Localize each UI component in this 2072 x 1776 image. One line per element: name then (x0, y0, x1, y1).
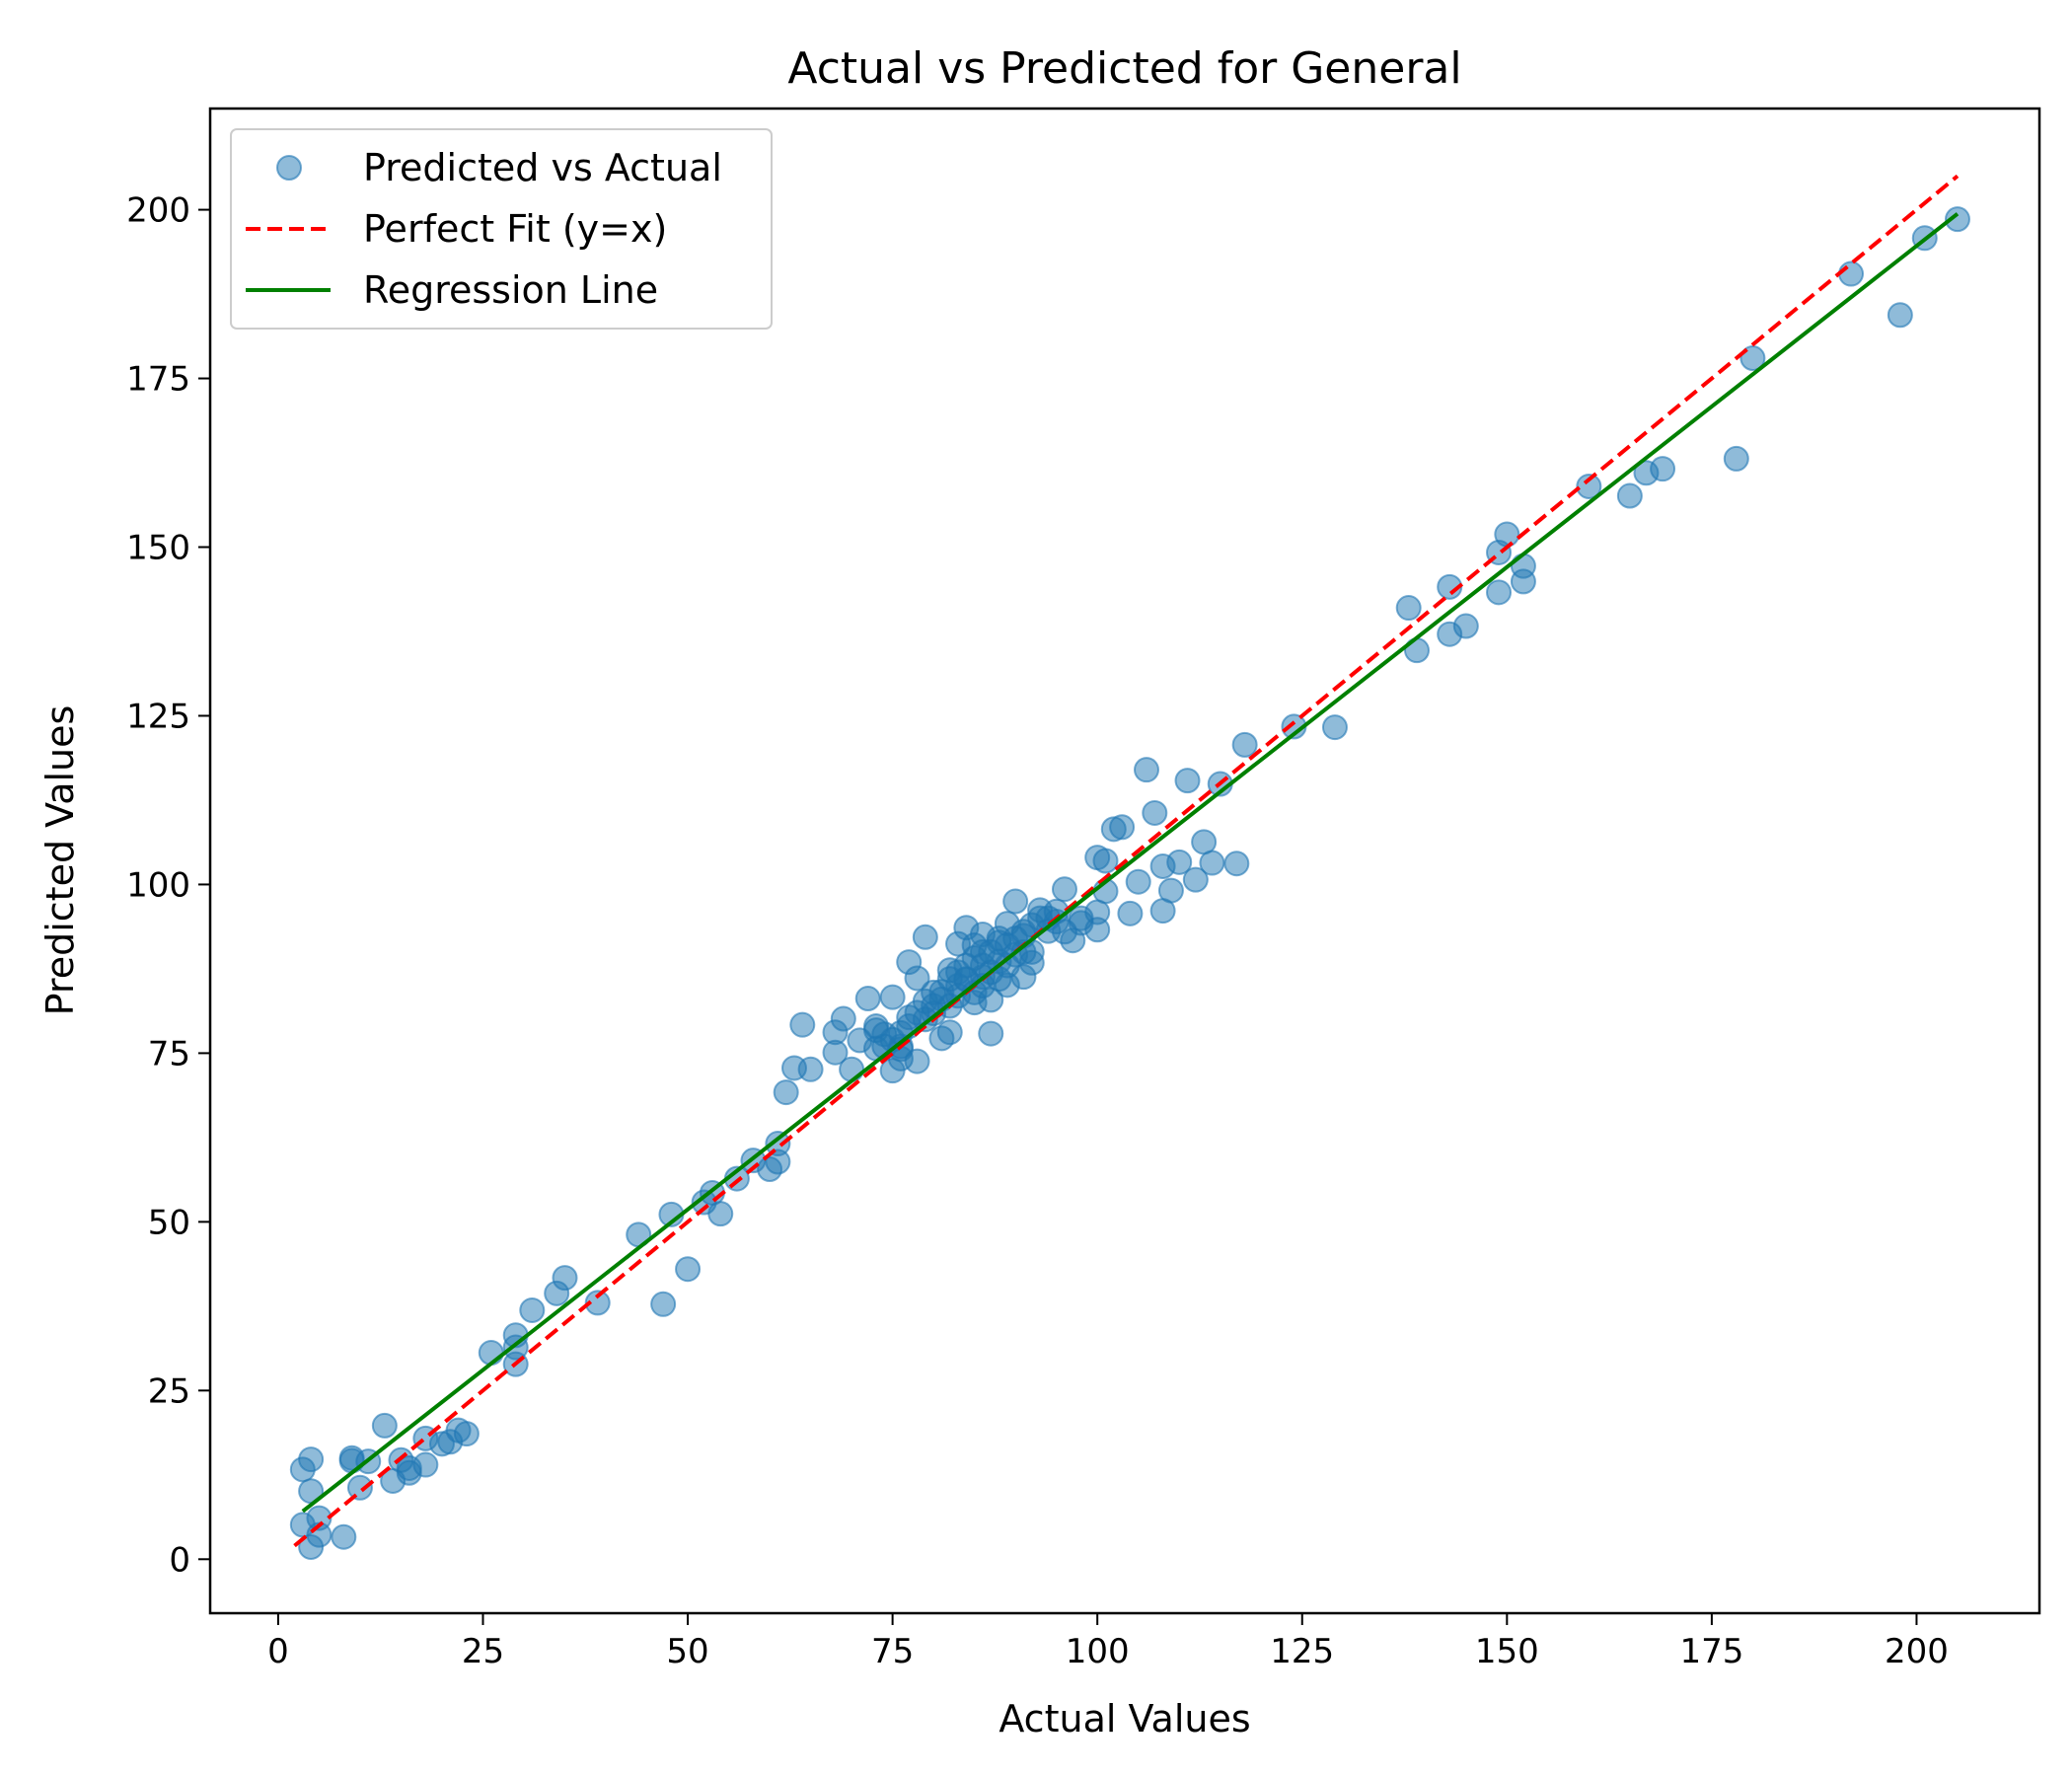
scatter-point (1231, 731, 1258, 758)
scatter-point (904, 1048, 930, 1074)
scatter-point (822, 1039, 849, 1066)
scatter-point (1092, 848, 1119, 874)
x-tick-label: 50 (666, 1632, 708, 1671)
scatter-point (298, 1446, 325, 1473)
legend-label-regression: Regression Line (363, 268, 658, 312)
y-axis-label: Predicted Values (38, 705, 82, 1016)
legend-marker-scatter (276, 155, 302, 181)
scatter-point (707, 1201, 734, 1227)
scatter-point (650, 1291, 677, 1317)
scatter-point (797, 1056, 824, 1082)
x-axis-label: Actual Values (999, 1697, 1250, 1740)
y-tick-label: 150 (126, 529, 190, 568)
scatter-point (453, 1421, 480, 1447)
y-tick-label: 75 (148, 1034, 190, 1073)
scatter-point (1117, 900, 1144, 926)
scatter-point (978, 1020, 1004, 1047)
regression-line (301, 212, 1960, 1514)
axes-ticks: 0 25 50 75 100 125 150 175 200 0 25 50 75 100 125 150 17… (126, 191, 1949, 1671)
x-tick-label: 125 (1270, 1632, 1334, 1671)
scatter-point (1166, 849, 1193, 875)
scatter-point (1452, 613, 1479, 639)
scatter-point (371, 1412, 398, 1439)
y-tick-label: 0 (169, 1540, 190, 1580)
scatter-point (854, 986, 881, 1012)
scatter-point (1576, 473, 1602, 499)
scatter-point (936, 966, 963, 993)
scatter-point (773, 1079, 799, 1106)
scatter-point (912, 924, 938, 950)
scatter-point (1723, 445, 1749, 472)
y-tick-label: 125 (126, 697, 190, 736)
scatter-point (1199, 850, 1225, 876)
plot-frame (208, 107, 2041, 1615)
scatter-point (904, 999, 930, 1026)
scatter-point (1002, 888, 1029, 915)
scatter-point (1174, 768, 1201, 794)
scatter-point (1182, 866, 1209, 893)
scatter-point (839, 1056, 865, 1082)
scatter-point (1125, 868, 1151, 895)
legend: Predicted vs Actual Perfect Fit (y=x) Regr… (230, 128, 773, 330)
scatter-point (1109, 814, 1136, 841)
scatter-point (412, 1451, 439, 1478)
x-tick-label: 150 (1475, 1632, 1539, 1671)
scatter-point (1142, 799, 1168, 826)
scatter-point (552, 1265, 578, 1292)
legend-label-perfect-fit: Perfect Fit (y=x) (363, 207, 667, 251)
scatter-point (1739, 345, 1766, 372)
scatter-point (584, 1290, 611, 1316)
scatter-point (936, 1019, 963, 1046)
scatter-point (1051, 876, 1077, 903)
x-tick-label: 100 (1066, 1632, 1130, 1671)
scatter-point (1134, 757, 1160, 783)
scatter-point (1944, 206, 1970, 233)
scatter-point (519, 1296, 546, 1323)
scatter-point (765, 1131, 791, 1157)
x-tick-label: 75 (871, 1632, 914, 1671)
scatter-point (1650, 456, 1676, 482)
x-tick-label: 200 (1885, 1632, 1949, 1671)
y-tick-label: 200 (126, 191, 190, 231)
scatter-point (1510, 568, 1536, 595)
scatter-point (1321, 714, 1348, 741)
scatter-point (675, 1256, 702, 1283)
scatter-point (789, 1011, 816, 1038)
scatter-point (904, 965, 930, 992)
scatter-point (830, 1005, 856, 1032)
scatter-point (1887, 302, 1913, 329)
perfect-fit-line (293, 174, 1960, 1548)
scatter-point (346, 1474, 373, 1501)
scatter-point (1486, 579, 1513, 606)
y-tick-label: 100 (126, 865, 190, 905)
x-tick-label: 0 (267, 1632, 289, 1671)
scatter-point (1395, 595, 1422, 622)
scatter-point (1494, 521, 1520, 548)
scatter-point (863, 1013, 890, 1040)
x-tick-label: 175 (1679, 1632, 1743, 1671)
y-tick-label: 175 (126, 360, 190, 400)
scatter-point (331, 1523, 357, 1550)
scatter-point (1616, 482, 1643, 509)
chart-title: Actual vs Predicted for General (787, 43, 1461, 94)
legend-box (230, 128, 773, 330)
y-tick-label: 25 (148, 1371, 190, 1411)
legend-label-scatter: Predicted vs Actual (363, 146, 722, 189)
scatter-point (1838, 260, 1865, 287)
scatter-point (1068, 905, 1094, 931)
scatter-point (1157, 877, 1184, 904)
scatter-point (921, 979, 947, 1005)
scatter-point (879, 984, 906, 1010)
scatter-point (1223, 851, 1250, 877)
plot-area (289, 174, 1970, 1560)
scatter-point (478, 1340, 504, 1367)
y-tick-label: 50 (148, 1203, 190, 1242)
x-tick-label: 25 (462, 1632, 504, 1671)
